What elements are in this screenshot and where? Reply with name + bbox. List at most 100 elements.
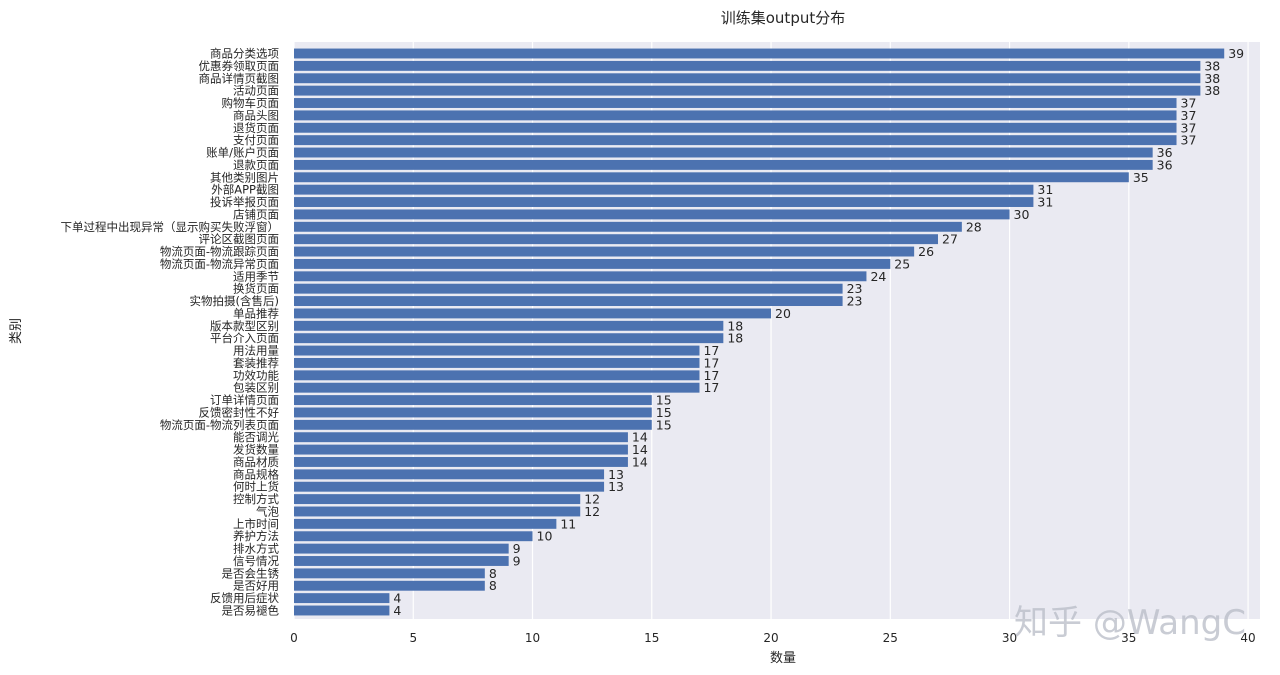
bar — [294, 172, 1129, 183]
category-label: 功效功能 — [233, 368, 279, 382]
category-label: 商品规格 — [233, 467, 279, 481]
x-tick-label: 35 — [1121, 631, 1136, 645]
bar — [294, 296, 843, 307]
bar — [294, 258, 891, 269]
category-label: 包装区别 — [233, 381, 279, 395]
category-label: 外部APP截图 — [211, 183, 279, 197]
x-tick-labels: 0 5 10 15 20 25 30 35 40 — [290, 631, 1256, 645]
category-label: 商品材质 — [233, 455, 279, 469]
bar — [294, 184, 1034, 195]
bar — [294, 506, 581, 517]
bar — [294, 382, 700, 393]
data-label: 14 — [632, 430, 648, 445]
bar — [294, 481, 605, 492]
data-label: 17 — [703, 343, 719, 358]
x-tick-label: 15 — [644, 631, 659, 645]
bar — [294, 48, 1225, 59]
data-label: 15 — [656, 393, 672, 408]
data-label: 17 — [703, 368, 719, 383]
bar — [294, 457, 628, 467]
x-axis-label: 数量 — [770, 651, 796, 666]
bar — [294, 246, 915, 257]
x-tick-label: 40 — [1240, 631, 1255, 645]
data-label: 10 — [537, 529, 553, 544]
bar — [294, 593, 390, 604]
x-tick-label: 5 — [409, 631, 417, 645]
category-label: 反馈用后症状 — [210, 591, 279, 605]
category-label: 换货页面 — [233, 282, 279, 296]
category-label: 支付页面 — [233, 133, 279, 147]
category-label: 套装推荐 — [233, 356, 279, 370]
y-axis-label: 类别 — [9, 318, 24, 344]
watermark: 知乎 @WangC — [1014, 603, 1246, 643]
category-label: 优惠券领取页面 — [199, 59, 280, 73]
category-label: 评论区截图页面 — [199, 232, 280, 246]
category-label: 何时上货 — [233, 480, 279, 494]
bar — [294, 395, 652, 406]
data-label: 8 — [489, 578, 497, 593]
data-label: 13 — [608, 467, 624, 482]
category-label: 投诉举报页面 — [210, 195, 279, 209]
data-label: 27 — [942, 232, 958, 247]
category-label: 商品分类选项 — [210, 47, 279, 61]
bar — [294, 147, 1153, 158]
category-label: 商品头图 — [233, 108, 279, 122]
data-label: 37 — [1181, 133, 1197, 148]
category-label: 实物拍摄(含售后) — [190, 294, 279, 308]
category-label: 适用季节 — [233, 269, 279, 283]
data-label: 39 — [1228, 46, 1244, 61]
bar — [294, 308, 772, 319]
bar — [294, 234, 938, 245]
bar — [294, 568, 485, 579]
data-label: 37 — [1181, 108, 1197, 123]
x-tick-label: 10 — [525, 631, 540, 645]
bar — [294, 345, 700, 356]
category-label: 下单过程中出现异常（显示购买失败浮窗） — [61, 220, 280, 234]
bar — [294, 221, 962, 232]
bar — [294, 543, 509, 554]
category-label: 发货数量 — [233, 443, 279, 457]
category-label: 是否易褪色 — [222, 604, 280, 618]
bar — [294, 407, 652, 418]
category-label: 反馈密封性不好 — [199, 405, 280, 419]
data-label: 4 — [393, 591, 401, 606]
data-label: 15 — [656, 405, 672, 420]
data-label: 18 — [727, 331, 743, 346]
bar — [294, 320, 724, 331]
category-label: 信号情况 — [233, 554, 279, 568]
data-label: 11 — [560, 516, 576, 531]
category-label: 活动页面 — [233, 84, 279, 98]
bar — [294, 494, 581, 505]
bar — [294, 60, 1201, 71]
data-label: 17 — [703, 380, 719, 395]
bars — [294, 48, 1225, 616]
x-tick-label: 25 — [883, 631, 898, 645]
data-label: 23 — [847, 281, 863, 296]
bar — [294, 122, 1177, 133]
data-label: 31 — [1037, 195, 1053, 210]
bar — [294, 469, 605, 480]
data-label: 26 — [918, 244, 934, 259]
category-label: 购物车页面 — [222, 96, 280, 110]
category-label: 订单详情页面 — [210, 393, 279, 407]
bar — [294, 73, 1201, 84]
x-tick-label: 30 — [1002, 631, 1017, 645]
data-label: 28 — [966, 219, 982, 234]
data-label: 8 — [489, 566, 497, 581]
category-label: 排水方式 — [233, 542, 279, 556]
data-label: 23 — [847, 294, 863, 309]
data-label: 25 — [894, 256, 910, 271]
data-labels: 3938383837373737363635313130282726252423… — [393, 46, 1244, 618]
data-label: 38 — [1204, 71, 1220, 86]
category-label: 是否好用 — [233, 579, 279, 593]
data-label: 14 — [632, 454, 648, 469]
data-label: 38 — [1204, 83, 1220, 98]
data-label: 15 — [656, 417, 672, 432]
category-label: 物流页面-物流异常页面 — [160, 257, 279, 271]
category-label: 物流页面-物流列表页面 — [160, 418, 279, 432]
chart-title: 训练集output分布 — [721, 9, 845, 27]
data-label: 31 — [1037, 182, 1053, 197]
data-label: 38 — [1204, 58, 1220, 73]
category-label: 养护方法 — [233, 529, 279, 543]
